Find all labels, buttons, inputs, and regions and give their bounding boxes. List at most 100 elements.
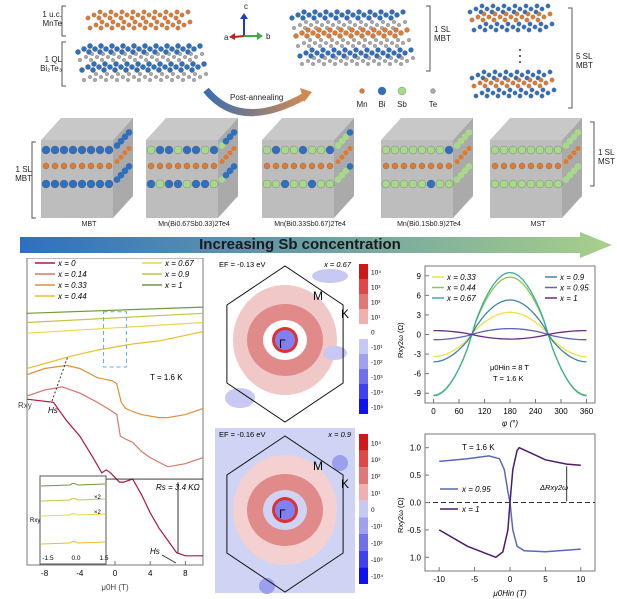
x-tick-label: -5 bbox=[471, 575, 479, 584]
5sl-atom bbox=[494, 77, 500, 83]
sl-atom bbox=[375, 23, 379, 27]
cube-atom bbox=[417, 145, 427, 155]
sl-atom bbox=[354, 30, 360, 36]
colorbar-label: -10⁴ bbox=[371, 574, 383, 581]
te-atom bbox=[189, 52, 193, 56]
sl-atom bbox=[370, 33, 376, 39]
cube-atom bbox=[518, 162, 526, 170]
x-tick-label: 0 bbox=[508, 575, 513, 584]
hs-arrow-right bbox=[161, 554, 177, 564]
cube-atom bbox=[272, 162, 280, 170]
bi-atom bbox=[112, 67, 118, 73]
y-tick-label: 9 bbox=[417, 272, 422, 281]
5sl-mbt-label: 5 SL MBT bbox=[576, 52, 593, 70]
sl-atom bbox=[327, 27, 333, 33]
bi-atom bbox=[179, 61, 185, 67]
legend-label: x = 0.44 bbox=[57, 292, 87, 301]
bi-atom bbox=[153, 43, 159, 49]
mn-atom bbox=[107, 15, 113, 21]
sl-atom bbox=[388, 62, 392, 66]
contour-blob bbox=[225, 388, 255, 408]
x-tick-label: 300 bbox=[554, 407, 568, 416]
sl-atom bbox=[337, 20, 341, 24]
mn-atom bbox=[152, 9, 158, 15]
x-tick-label: 240 bbox=[529, 407, 543, 416]
bi-atom bbox=[156, 67, 162, 73]
te-atom bbox=[95, 55, 99, 59]
cube-atom bbox=[121, 133, 129, 141]
crystal-cube bbox=[146, 118, 238, 218]
te-atom bbox=[134, 52, 138, 56]
sl-atom bbox=[382, 27, 388, 33]
sl-atom bbox=[364, 47, 370, 53]
cube-atom bbox=[390, 145, 400, 155]
contour-core-neg bbox=[275, 500, 295, 520]
5sl-atom bbox=[502, 17, 508, 23]
te-atom bbox=[112, 52, 116, 56]
cube-atom bbox=[408, 145, 418, 155]
sl-atom bbox=[367, 9, 373, 15]
y-tick-label: 6 bbox=[417, 291, 422, 300]
cube-atom bbox=[509, 162, 517, 170]
legend-te: Te bbox=[428, 100, 438, 109]
bracket-1sl bbox=[426, 5, 431, 72]
5sl-atom bbox=[518, 87, 524, 93]
sl-atom bbox=[373, 44, 377, 48]
cube-top bbox=[490, 118, 582, 140]
5sl-atom bbox=[497, 14, 503, 20]
cube-atom bbox=[86, 145, 96, 155]
bi-atom bbox=[124, 61, 130, 67]
cube-atom bbox=[435, 179, 445, 189]
sl-atom bbox=[360, 27, 366, 33]
cube-atom bbox=[59, 179, 69, 189]
brillouin-zone-hexagon bbox=[226, 435, 344, 593]
cube-atom bbox=[262, 145, 272, 155]
legend-label: x = 0.33 bbox=[446, 273, 476, 282]
cube-atom bbox=[409, 162, 417, 170]
sl-atom bbox=[334, 56, 338, 60]
te-atom bbox=[188, 58, 192, 62]
cube-atom bbox=[391, 162, 399, 170]
sl-atom bbox=[392, 33, 398, 39]
x-tick-label: 180 bbox=[503, 407, 517, 416]
cube-atom bbox=[347, 145, 353, 151]
bi-atom bbox=[96, 64, 102, 70]
sl-atom bbox=[384, 44, 388, 48]
5sl-atom bbox=[543, 80, 549, 86]
cube-atom bbox=[339, 154, 345, 160]
cube-atom bbox=[465, 163, 473, 170]
bi-atom bbox=[81, 46, 87, 52]
sl-atom bbox=[312, 56, 316, 60]
rxy-vs-field-chart: -8 -4 0 4 8 μ0H (T) Rxy x = 0 x = 0.14 x = 0.33 x … bbox=[18, 258, 204, 592]
colorbar-swatch bbox=[359, 324, 368, 339]
bi-atom bbox=[125, 46, 131, 52]
mn-atom bbox=[148, 22, 154, 28]
map-doping-label: x = 0.9 bbox=[327, 430, 352, 439]
5sl-atom bbox=[503, 69, 509, 75]
mn-atom bbox=[174, 9, 180, 15]
cube-atom bbox=[316, 179, 326, 189]
mn-atom bbox=[168, 12, 174, 18]
cube-atom bbox=[262, 179, 272, 189]
cube-atom bbox=[570, 133, 578, 141]
cube-atom bbox=[499, 179, 509, 189]
sl-atom bbox=[335, 41, 339, 45]
sl-atom bbox=[333, 62, 337, 66]
temperature-label: T = 1.6 K bbox=[493, 374, 524, 383]
cube-atom bbox=[444, 145, 454, 155]
inset-x-tick: 1.5 bbox=[99, 555, 108, 562]
map-energy-label: EF = -0.13 eV bbox=[219, 260, 265, 269]
bi-atom bbox=[146, 61, 152, 67]
bi-atom bbox=[147, 46, 153, 52]
sl-atom bbox=[331, 47, 337, 53]
mn-atom bbox=[131, 25, 137, 31]
bracket-mbt-cube bbox=[31, 141, 36, 219]
te-atom bbox=[178, 52, 182, 56]
cube-atom bbox=[183, 162, 191, 170]
crystal-cube bbox=[41, 118, 133, 218]
sl-atom bbox=[350, 12, 356, 18]
sl-atom bbox=[395, 44, 399, 48]
mn-atom bbox=[99, 19, 105, 25]
mn-atom bbox=[126, 22, 132, 28]
cube-atom bbox=[491, 162, 499, 170]
